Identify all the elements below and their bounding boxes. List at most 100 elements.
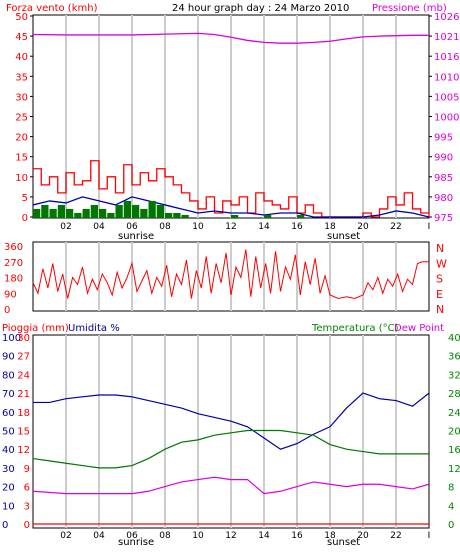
gust-bar [82,208,90,218]
dewpoint-axis-title: Dew Point [394,323,444,334]
dewpoint-line [32,476,430,495]
x-tick-label: 18 [324,531,336,541]
humidity-tick-label: 20 [2,483,15,494]
humidity-tick-label: 60 [2,408,15,419]
direction-degree-label: 180 [4,274,23,285]
x-tick-label: 16 [291,222,303,232]
gust-bar [107,212,115,218]
humidity-tick-label: 50 [2,427,15,438]
x-tick-label: 10 [192,222,204,232]
direction-compass-label: W [436,257,447,270]
temperature-tick-label: 8 [448,483,454,494]
temperature-tick-label: 40 [448,333,460,344]
wind-axis-ticks: 0 5 10 15 20 25 30 35 40 45 50 [15,12,33,224]
temperature-axis-title: Temperatura (°C) [311,323,399,334]
temp-chart-grid [65,335,397,528]
sunrise-label-3: sunrise [118,537,154,548]
temperature-tick-label: 0 [448,520,454,531]
pressure-tick-label: 1021 [434,32,459,43]
rain-tick-label: 6 [24,483,30,494]
gust-bar [123,200,131,218]
gust-bar [148,200,156,218]
gust-bar [74,212,82,218]
x-tick-label: 02 [60,531,71,541]
rain-tick-label: 15 [17,427,30,438]
wind-tick-label: 20 [15,133,28,144]
gust-bar [49,208,57,218]
direction-compass-label: S [436,273,443,286]
gust-bar [41,204,49,218]
pressure-tick-label: 1005 [434,92,459,103]
pressure-tick-label: 1010 [434,72,459,83]
humidity-tick-label: 30 [2,464,15,475]
x-tick-label: 18 [324,222,336,232]
pressure-tick-label: 975 [434,213,453,224]
wind-tick-label: 35 [15,72,28,83]
x-tick-label: 16 [291,531,303,541]
x-tick-label: 08 [159,531,171,541]
sunset-label-1: sunset [327,231,360,242]
gust-bar [132,204,140,218]
rain-tick-label: 24 [17,370,30,381]
sunrise-label-1: sunrise [118,231,154,242]
x-tick-label: 06 [126,222,138,232]
gust-bar [33,208,41,218]
wind-tick-label: 45 [15,32,28,43]
wind-tick-label: 50 [15,12,28,23]
direction-degree-label: 270 [4,258,23,269]
x-tick-label: 12 [225,222,236,232]
wind-axis-title: Forza vento (kmh) [6,3,98,14]
wind-chart-series [32,32,430,218]
wind-tick-label: 15 [15,153,28,164]
x-tick-label: 08 [159,222,171,232]
direction-degree-label: 0 [4,305,10,316]
rain-tick-label: 9 [24,464,30,475]
rain-tick-label: 3 [24,501,30,512]
direction-degree-label: 360 [4,242,23,253]
direction-compass-label: N [436,242,444,255]
x-tick-label: 12 [225,531,236,541]
rain-tick-label: 0 [24,520,30,531]
humidity-tick-label: 0 [2,520,8,531]
gust-bar [181,214,189,218]
gust-bar [165,212,173,218]
pressure-tick-label: 1000 [434,113,459,124]
direction-compass-label: E [436,288,443,301]
temperature-tick-label: 4 [448,501,454,512]
wind-tick-label: 5 [22,193,28,204]
gust-bar [90,204,98,218]
pressure-axis-ticks: 975 980 985 990 995 1000 1005 1010 1016 1021 1026 [429,12,459,224]
direction-degree-label: 90 [4,289,17,300]
gust-bar [140,208,148,218]
pressure-line [32,32,429,44]
temperature-tick-label: 28 [448,389,460,400]
x-tick-label: 22 [390,531,401,541]
rain-tick-label: 18 [17,408,30,419]
humidity-tick-label: 80 [2,370,15,381]
humidity-tick-label: 40 [2,445,15,456]
rain-axis-title: Pioggia (mm) [2,323,69,334]
temperature-tick-label: 24 [448,408,460,419]
x-tick-label: 20 [357,531,369,541]
x-tick-label: 14 [258,222,270,232]
temperature-tick-label: 32 [448,370,460,381]
rain-tick-label: 12 [17,445,30,456]
temperature-tick-label: 12 [448,464,460,475]
gust-bar [115,204,123,218]
x-end-label: I [428,222,431,232]
pressure-axis-title: Pressione (mb) [372,3,447,14]
temp-chart-x-ticks: 02 04 06 08 10 12 14 16 18 20 22 I [60,531,430,541]
temperature-tick-label: 16 [448,445,460,456]
wind-tick-label: 30 [15,92,28,103]
humidity-tick-label: 90 [2,352,15,363]
wind-tick-label: 25 [15,113,28,124]
wind-tick-label: 10 [15,173,28,184]
pressure-tick-label: 980 [434,193,453,204]
x-tick-label: 20 [357,222,369,232]
temperature-tick-label: 36 [448,352,460,363]
pressure-tick-label: 1026 [434,12,459,23]
gust-bar [99,208,107,218]
